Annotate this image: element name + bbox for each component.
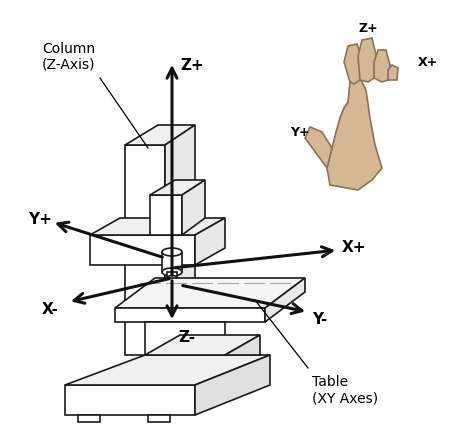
Text: Y+: Y+ — [28, 212, 52, 227]
Text: Table
(XY Axes): Table (XY Axes) — [312, 375, 378, 405]
Polygon shape — [115, 308, 265, 322]
Polygon shape — [358, 38, 376, 82]
Text: X+: X+ — [418, 55, 438, 69]
Polygon shape — [344, 44, 362, 84]
Polygon shape — [374, 50, 390, 82]
Polygon shape — [150, 180, 205, 195]
Text: Y-: Y- — [312, 312, 327, 327]
Polygon shape — [65, 385, 195, 415]
Polygon shape — [327, 78, 382, 190]
Ellipse shape — [167, 275, 177, 281]
Polygon shape — [162, 252, 182, 272]
Polygon shape — [225, 335, 260, 355]
Text: Z+: Z+ — [180, 58, 204, 73]
Polygon shape — [125, 145, 165, 355]
Text: X-: X- — [42, 302, 59, 317]
Polygon shape — [145, 335, 260, 355]
Text: Column
(Z-Axis): Column (Z-Axis) — [42, 42, 95, 72]
Text: Z-: Z- — [178, 330, 195, 345]
Text: Z+: Z+ — [358, 22, 378, 35]
Polygon shape — [65, 355, 270, 385]
Polygon shape — [167, 272, 177, 278]
Polygon shape — [148, 415, 170, 422]
Ellipse shape — [162, 268, 182, 276]
Polygon shape — [125, 125, 195, 145]
Polygon shape — [388, 65, 398, 80]
Polygon shape — [145, 322, 225, 355]
Polygon shape — [115, 278, 305, 308]
Polygon shape — [195, 355, 270, 415]
Ellipse shape — [162, 248, 182, 256]
Polygon shape — [195, 218, 225, 265]
Polygon shape — [165, 125, 195, 355]
Polygon shape — [182, 180, 205, 235]
Polygon shape — [265, 278, 305, 322]
Polygon shape — [305, 127, 332, 168]
Polygon shape — [150, 195, 182, 235]
Text: Y+: Y+ — [291, 126, 310, 139]
Text: X+: X+ — [342, 241, 366, 256]
Polygon shape — [78, 415, 100, 422]
Polygon shape — [90, 235, 195, 265]
Polygon shape — [90, 218, 225, 235]
